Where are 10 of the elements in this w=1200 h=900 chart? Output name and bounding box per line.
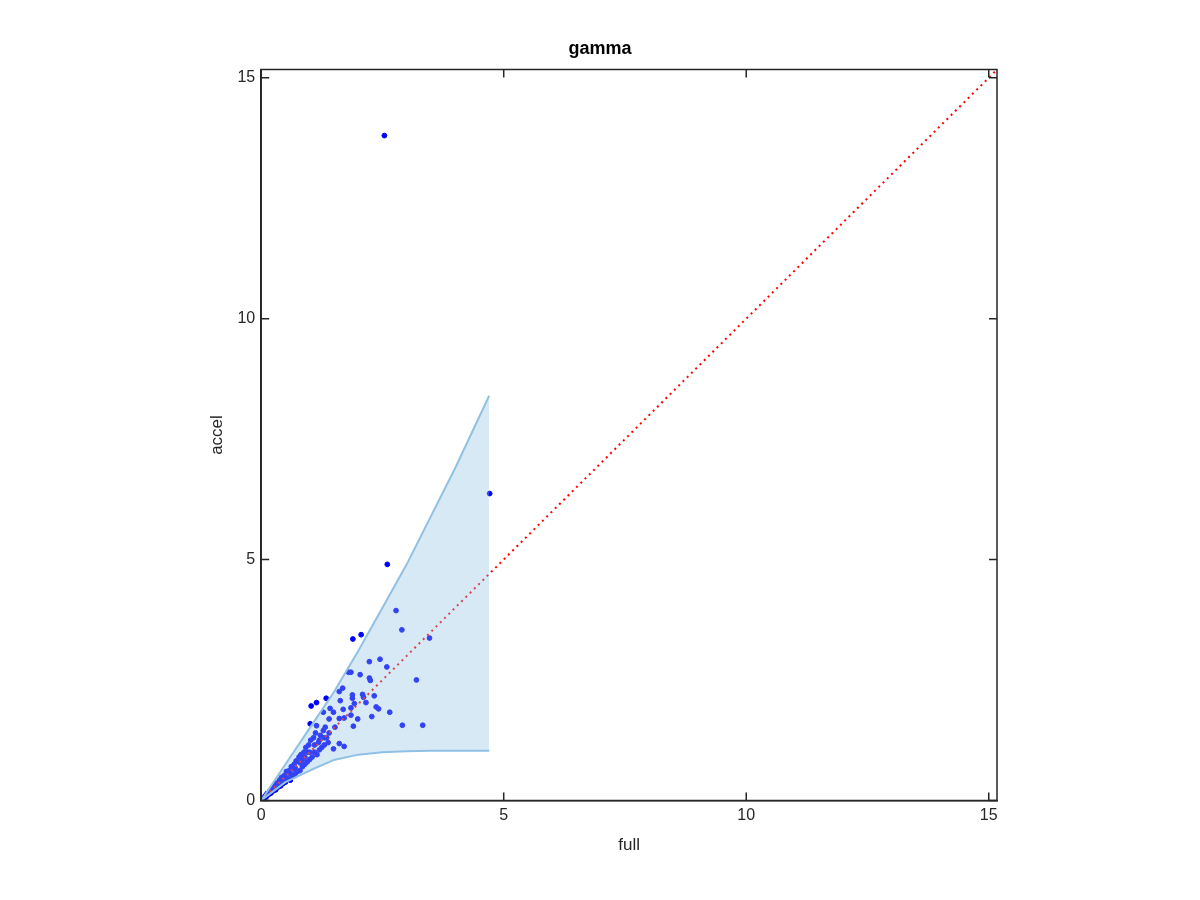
x-tick-label: 5 — [499, 806, 509, 824]
y-tick-label: 0 — [246, 790, 256, 808]
y-tick-label: 5 — [246, 549, 256, 567]
x-tick-label: 10 — [737, 806, 756, 824]
x-axis-title: full — [618, 835, 640, 855]
chart-title: gamma — [568, 37, 633, 58]
y-axis-title: accel — [206, 415, 226, 455]
y-tick-label: 10 — [237, 309, 256, 327]
y-tick-label: 15 — [237, 68, 256, 86]
x-tick-label: 15 — [979, 806, 998, 824]
